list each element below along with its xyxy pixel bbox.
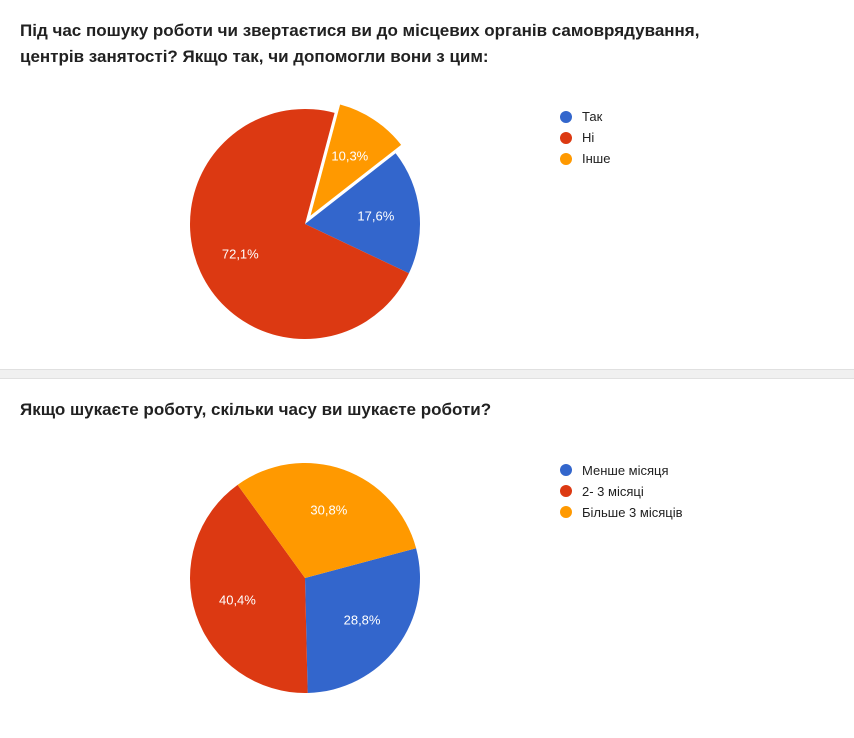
legend-swatch [560, 485, 572, 497]
legend-2: Менше місяця 2- 3 місяці Більше 3 місяців [560, 463, 683, 526]
legend-label: 2- 3 місяці [582, 484, 644, 499]
pie-chart-1: 17,6% 72,1% 10,3% [190, 109, 420, 339]
legend-1: Так Ні Інше [560, 109, 610, 172]
legend-label: Більше 3 місяців [582, 505, 683, 520]
slice-label: 72,1% [222, 246, 259, 261]
legend-swatch [560, 506, 572, 518]
legend-swatch [560, 132, 572, 144]
pie-chart-2: 28,8% 40,4% 30,8% [190, 463, 420, 693]
chart-title-2: Якщо шукаєте роботу, скільки часу ви шук… [20, 397, 720, 423]
chart-row-1: 17,6% 72,1% 10,3% Так Ні Інше [20, 109, 834, 339]
legend-swatch [560, 153, 572, 165]
legend-item[interactable]: Інше [560, 151, 610, 166]
slice-label: 10,3% [331, 149, 368, 164]
panel-divider [0, 369, 854, 379]
legend-item[interactable]: Ні [560, 130, 610, 145]
chart-title-1: Під час пошуку роботи чи звертаєтися ви … [20, 18, 720, 69]
slice-label: 40,4% [219, 593, 256, 608]
slice-label: 28,8% [344, 613, 381, 628]
legend-label: Так [582, 109, 602, 124]
legend-swatch [560, 464, 572, 476]
legend-item[interactable]: Більше 3 місяців [560, 505, 683, 520]
chart-panel-1: Під час пошуку роботи чи звертаєтися ви … [0, 0, 854, 369]
legend-label: Менше місяця [582, 463, 669, 478]
chart-row-2: 28,8% 40,4% 30,8% Менше місяця 2- 3 місяці Б… [20, 463, 834, 693]
chart-panel-2: Якщо шукаєте роботу, скільки часу ви шук… [0, 379, 854, 723]
legend-label: Ні [582, 130, 594, 145]
legend-item[interactable]: Менше місяця [560, 463, 683, 478]
legend-label: Інше [582, 151, 610, 166]
legend-item[interactable]: Так [560, 109, 610, 124]
legend-item[interactable]: 2- 3 місяці [560, 484, 683, 499]
legend-swatch [560, 111, 572, 123]
slice-label: 17,6% [357, 209, 394, 224]
slice-label: 30,8% [310, 503, 347, 518]
